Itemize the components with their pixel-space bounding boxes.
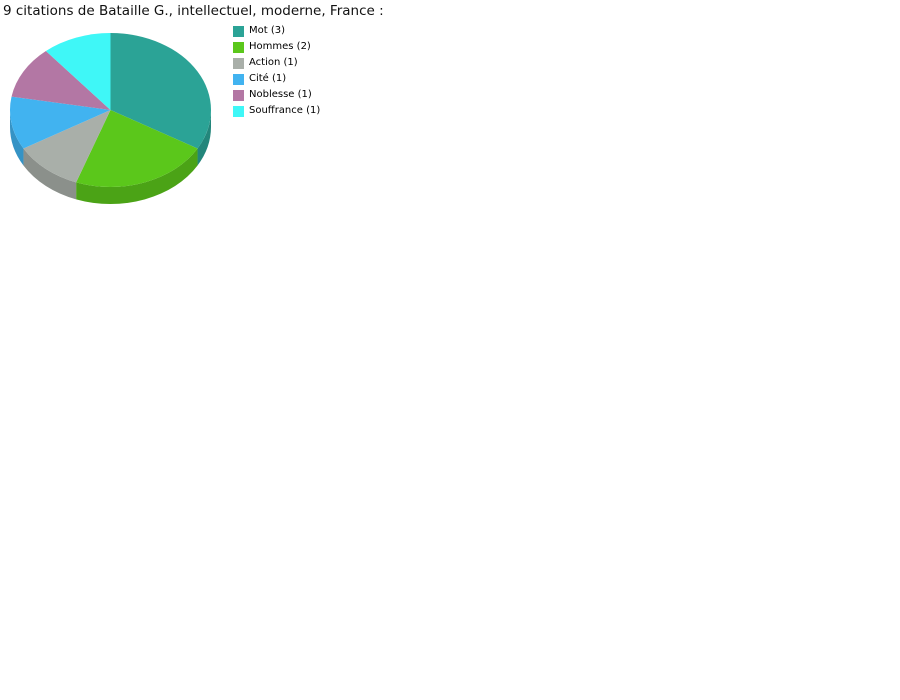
pie-slice-side-action: [23, 148, 77, 200]
pie-slice-action: [23, 110, 111, 183]
pie-slice-hommes: [76, 110, 198, 188]
pie-chart: [9, 33, 211, 204]
pie-slice-side-hommes: [76, 148, 198, 204]
pie-slice-cite: [9, 96, 111, 149]
legend-label-hommes: Hommes (2): [249, 41, 311, 52]
legend-swatch-noblesse: [233, 89, 244, 101]
legend: Mot (3) Hommes (2) Action (1) Cité (1) Noble…: [233, 23, 320, 119]
legend-item-mot: Mot (3): [233, 23, 320, 39]
legend-label-action: Action (1): [249, 57, 298, 68]
legend-item-action: Action (1): [233, 55, 320, 71]
pie-slice-mot: [110, 33, 211, 149]
legend-item-hommes: Hommes (2): [233, 39, 320, 55]
chart-title: 9 citations de Bataille G., intellectuel…: [3, 3, 384, 19]
legend-label-cite: Cité (1): [249, 73, 287, 84]
legend-swatch-cite: [233, 73, 244, 85]
pie-slice-souffrance: [45, 33, 111, 110]
legend-label-mot: Mot (3): [249, 25, 286, 36]
legend-label-souffrance: Souffrance (1): [249, 105, 321, 116]
legend-label-noblesse: Noblesse (1): [249, 89, 312, 100]
legend-item-noblesse: Noblesse (1): [233, 87, 320, 103]
legend-swatch-action: [233, 57, 244, 69]
legend-swatch-mot: [233, 25, 244, 37]
pie-slice-noblesse: [11, 51, 111, 110]
legend-swatch-souffrance: [233, 105, 244, 117]
legend-item-souffrance: Souffrance (1): [233, 103, 320, 119]
legend-swatch-hommes: [233, 41, 244, 53]
pie-slice-side-cite: [10, 110, 24, 166]
legend-item-cite: Cité (1): [233, 71, 320, 87]
pie-slice-side-mot: [197, 110, 211, 166]
